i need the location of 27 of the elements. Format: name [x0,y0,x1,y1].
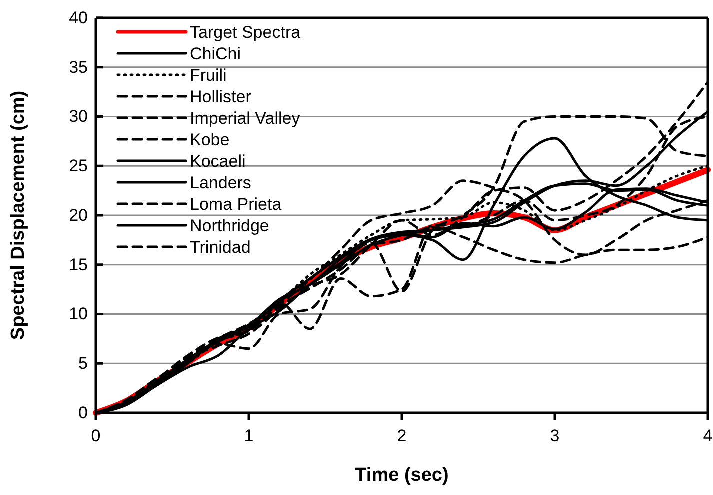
legend-label: Imperial Valley [190,108,301,128]
legend-label: Kocaeli [190,152,246,171]
x-tick-label: 3 [550,426,560,446]
x-tick-label: 2 [397,426,407,446]
legend-label: Kobe [190,130,230,150]
legend-label: Loma Prieta [190,194,282,214]
legend-label: Northridge [190,216,270,236]
y-tick-label: 30 [69,107,88,126]
legend-label: Trinidad [190,238,251,257]
y-tick-label: 10 [69,304,88,324]
y-tick-label: 0 [78,403,88,422]
legend-label: Hollister [190,87,252,106]
x-tick-label: 1 [244,426,254,446]
y-tick-label: 5 [78,354,88,374]
legend-label: Target Spectra [190,22,302,42]
x-tick-label: 0 [91,426,101,446]
x-axis-title: Time (sec) [355,465,449,486]
y-tick-label: 35 [69,58,88,77]
legend-label: Landers [190,173,252,192]
y-axis-title: Spectral Displacement (cm) [8,90,29,340]
y-tick-label: 40 [69,8,88,28]
y-tick-label: 25 [69,156,88,176]
legend-label: ChiChi [190,44,242,64]
legend-label: Fruili [190,66,227,85]
x-tick-label: 4 [703,426,713,446]
y-tick-label: 15 [69,255,88,274]
y-tick-label: 20 [69,206,88,225]
